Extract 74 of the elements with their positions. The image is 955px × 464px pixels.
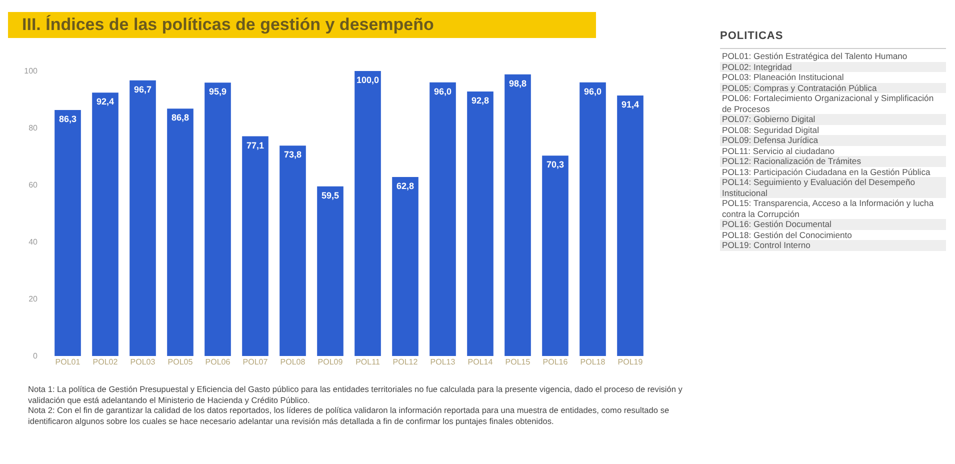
text: POL08: Seguridad Digital bbox=[720, 124, 946, 135]
data-label: 59,5 bbox=[321, 190, 340, 200]
bar bbox=[280, 146, 306, 356]
x-tick-label: POL11 bbox=[356, 358, 380, 366]
bar bbox=[580, 82, 606, 356]
bar bbox=[467, 92, 494, 356]
text: POL13: Participación Ciudadana en la Gestión Pública bbox=[720, 166, 946, 177]
x-tick-label: POL15 bbox=[505, 358, 531, 366]
text: POL06: Fortalecimiento Organizacional y Simplificación de Procesos bbox=[720, 93, 946, 114]
chart-title: III. Índices de las políticas de gestión y desempeño bbox=[8, 12, 596, 38]
bar bbox=[430, 82, 456, 356]
text: POL12: Racionalización de Trámites bbox=[720, 156, 946, 166]
bar bbox=[354, 71, 381, 356]
data-label: 95,9 bbox=[208, 86, 227, 97]
text: POL19: Control Interno bbox=[720, 240, 946, 250]
bar bbox=[204, 82, 231, 356]
text: POL15: Transparencia, Acceso a la Información y lucha contra la Corrupción bbox=[720, 198, 946, 219]
text: POL16: Gestión Documental bbox=[720, 219, 946, 230]
x-tick-label: POL13 bbox=[430, 358, 456, 366]
text: POL02: Integridad bbox=[720, 62, 946, 72]
data-label: 96,7 bbox=[134, 84, 152, 94]
bar bbox=[167, 108, 194, 356]
text: POL03: Planeación Institucional bbox=[720, 72, 946, 82]
x-tick-label: POL01 bbox=[55, 358, 81, 366]
text: POL14: Seguimiento y Evaluación del Desempeño Institucional bbox=[720, 177, 946, 198]
x-tick-label: POL18 bbox=[580, 358, 606, 366]
x-tick-label: POL03 bbox=[130, 358, 156, 366]
text: POL07: Gobierno Digital bbox=[720, 114, 946, 124]
text: POL01: Gestión Estratégica del Talento Humano bbox=[720, 51, 946, 62]
bar bbox=[317, 186, 344, 356]
y-tick-label: 100 bbox=[24, 66, 38, 76]
legend-title: POLITICAS bbox=[720, 30, 946, 49]
bar bbox=[504, 74, 531, 356]
data-label: 96,0 bbox=[584, 86, 602, 96]
bar bbox=[242, 136, 268, 356]
x-tick-label: POL16 bbox=[542, 358, 568, 366]
data-label: 73,8 bbox=[284, 150, 302, 160]
data-label: 70,3 bbox=[546, 160, 564, 170]
bar bbox=[92, 92, 118, 356]
bar bbox=[54, 110, 81, 356]
x-tick-label: POL05 bbox=[168, 358, 194, 366]
data-label: 100,0 bbox=[356, 75, 380, 85]
data-label: 62,8 bbox=[396, 181, 414, 192]
data-label: 86,8 bbox=[171, 112, 190, 123]
y-tick-label: 80 bbox=[28, 124, 38, 132]
bar bbox=[617, 96, 644, 356]
x-tick-label: POL07 bbox=[242, 358, 268, 366]
x-tick-label: POL14 bbox=[468, 358, 494, 366]
text: POL11: Servicio al ciudadano bbox=[720, 146, 946, 156]
data-label: 98,8 bbox=[508, 78, 527, 88]
x-tick-label: POL19 bbox=[618, 358, 644, 366]
text: POL09: Defensa Jurídica bbox=[720, 135, 946, 146]
y-tick-label: 20 bbox=[28, 294, 38, 304]
bar bbox=[130, 80, 156, 356]
data-label: 91,4 bbox=[621, 100, 640, 110]
x-tick-label: POL06 bbox=[205, 358, 231, 366]
bar bbox=[392, 177, 418, 356]
data-label: 92,8 bbox=[471, 96, 490, 106]
data-label: 96,0 bbox=[434, 86, 452, 96]
text: POL05: Compras y Contratación Pública bbox=[720, 82, 946, 93]
y-tick-label: 40 bbox=[28, 238, 38, 246]
x-tick-label: POL02 bbox=[92, 358, 118, 366]
text: Nota 2: Con el fin de garantizar la calidad de los datos reportados, los líderes de política validaron la información reportada para una muestra de entidades, como resultado se identificaron algunos sobre los cuales se hace necesario adelantar una revisión más detallada a fin de confirmar los puntajes finales obtenidos. bbox=[28, 405, 670, 426]
text: POL18: Gestión del Conocimiento bbox=[720, 230, 946, 240]
bar bbox=[542, 156, 568, 356]
x-tick-label: POL12 bbox=[392, 358, 418, 366]
data-label: 86,3 bbox=[58, 114, 77, 124]
data-label: 77,1 bbox=[246, 140, 264, 150]
x-tick-label: POL08 bbox=[280, 358, 306, 366]
y-tick-label: 0 bbox=[33, 352, 38, 360]
x-tick-label: POL09 bbox=[318, 358, 344, 366]
y-tick-label: 60 bbox=[28, 180, 38, 190]
data-label: 92,4 bbox=[96, 96, 114, 107]
text: Nota 1: La política de Gestión Presupuestal y Eficiencia del Gasto público para las entidades territoriales no fue calculada para la presente vigencia, dado el proceso de revisión y validación que está adelantando el Ministerio de Hacienda y Crédito Público. bbox=[28, 384, 684, 405]
